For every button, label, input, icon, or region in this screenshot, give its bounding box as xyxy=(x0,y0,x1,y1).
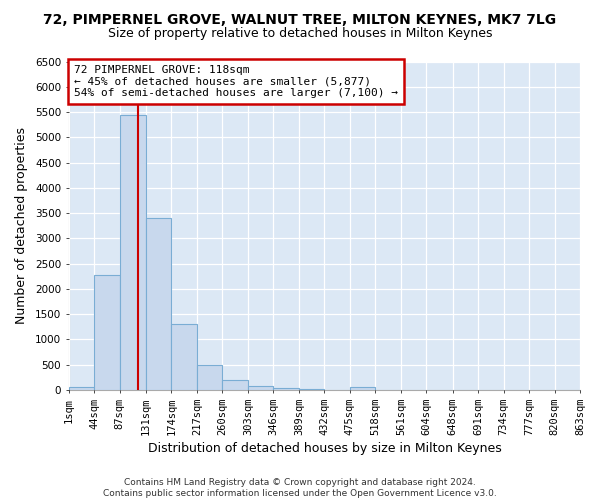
Bar xyxy=(197,365,223,390)
Bar xyxy=(350,387,376,390)
Bar xyxy=(69,388,94,390)
Bar xyxy=(94,274,120,390)
Bar xyxy=(172,324,197,390)
Text: 72 PIMPERNEL GROVE: 118sqm
← 45% of detached houses are smaller (5,877)
54% of s: 72 PIMPERNEL GROVE: 118sqm ← 45% of deta… xyxy=(74,65,398,98)
Y-axis label: Number of detached properties: Number of detached properties xyxy=(15,127,28,324)
Bar xyxy=(248,386,274,390)
Bar xyxy=(146,218,172,390)
X-axis label: Distribution of detached houses by size in Milton Keynes: Distribution of detached houses by size … xyxy=(148,442,501,455)
Text: 72, PIMPERNEL GROVE, WALNUT TREE, MILTON KEYNES, MK7 7LG: 72, PIMPERNEL GROVE, WALNUT TREE, MILTON… xyxy=(43,12,557,26)
Bar xyxy=(274,388,299,390)
Bar xyxy=(223,380,248,390)
Text: Size of property relative to detached houses in Milton Keynes: Size of property relative to detached ho… xyxy=(108,28,492,40)
Text: Contains HM Land Registry data © Crown copyright and database right 2024.
Contai: Contains HM Land Registry data © Crown c… xyxy=(103,478,497,498)
Bar xyxy=(120,114,146,390)
